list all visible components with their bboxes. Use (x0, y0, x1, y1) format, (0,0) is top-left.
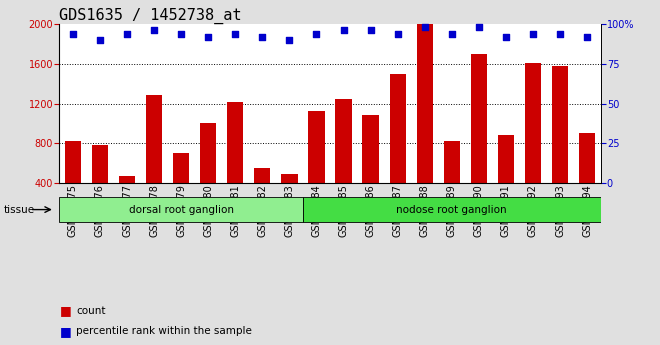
Point (312, 31, 322, 37)
Point (473, 24, 484, 30)
Text: tissue: tissue (3, 205, 34, 215)
Point (284, 37, 294, 43)
Point (230, 31, 240, 37)
Bar (119, 176, 135, 223)
Text: ■: ■ (59, 304, 71, 317)
Bar (92, 145, 108, 223)
Point (446, 31, 457, 37)
Bar (146, 95, 162, 223)
Text: count: count (76, 306, 106, 315)
Bar (335, 99, 352, 223)
Bar (303, 197, 601, 222)
Point (176, 31, 186, 37)
Point (582, 34, 593, 40)
Point (203, 34, 213, 40)
Bar (173, 153, 189, 223)
Bar (362, 116, 379, 223)
Text: ■: ■ (59, 325, 71, 338)
Bar (525, 63, 541, 223)
Bar (579, 133, 595, 223)
Text: nodose root ganglion: nodose root ganglion (397, 205, 507, 215)
Point (95, 37, 106, 43)
Point (148, 28, 160, 33)
Bar (308, 111, 325, 223)
Point (527, 31, 538, 37)
Bar (471, 54, 487, 223)
Point (420, 24, 430, 30)
Bar (416, 24, 433, 223)
Point (366, 28, 376, 33)
Point (500, 34, 511, 40)
Bar (200, 124, 216, 223)
Bar (65, 141, 81, 223)
Point (554, 31, 565, 37)
Point (338, 28, 348, 33)
Bar (498, 135, 514, 223)
Bar (552, 66, 568, 223)
Point (67, 31, 78, 37)
Text: dorsal root ganglion: dorsal root ganglion (129, 205, 234, 215)
Bar (389, 74, 406, 223)
Bar (254, 168, 271, 223)
Point (392, 31, 403, 37)
Point (257, 34, 268, 40)
Text: GDS1635 / 1452738_at: GDS1635 / 1452738_at (59, 8, 242, 24)
Bar (444, 141, 460, 223)
Bar (227, 101, 244, 223)
Bar (281, 174, 298, 223)
Bar (59, 197, 303, 222)
Text: percentile rank within the sample: percentile rank within the sample (76, 326, 251, 336)
Point (121, 31, 132, 37)
